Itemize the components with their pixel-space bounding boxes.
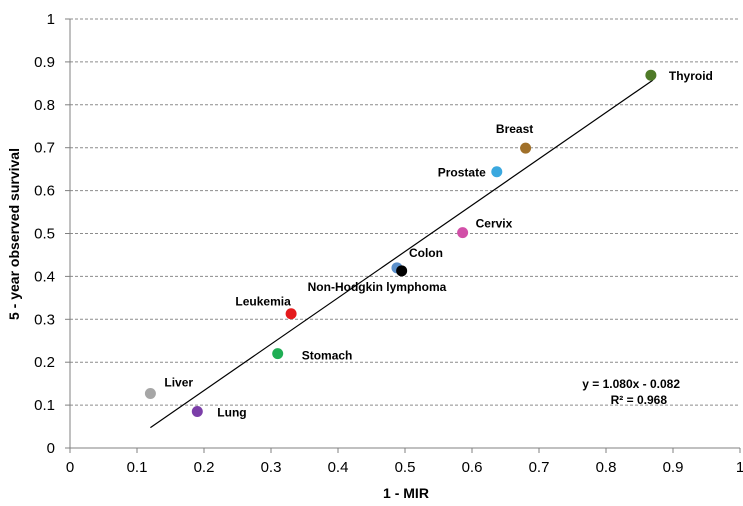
point-prostate xyxy=(491,166,503,178)
label-colon: Colon xyxy=(409,246,443,260)
trendline-group xyxy=(150,79,654,429)
x-tick-label: 0.1 xyxy=(127,459,148,476)
y-tick-label: 0.3 xyxy=(34,311,55,328)
x-tick-label: 1 xyxy=(736,459,743,476)
point-stomach xyxy=(272,348,284,360)
point-non-hodgkin-lymphoma xyxy=(396,265,408,277)
x-tick-label: 0.5 xyxy=(395,459,416,476)
y-tick-label: 0.8 xyxy=(34,97,55,114)
y-axis-title: 5 - year observed survival xyxy=(6,148,22,320)
label-lung: Lung xyxy=(217,406,246,420)
label-thyroid: Thyroid xyxy=(669,69,713,83)
y-tick-label: 0.4 xyxy=(34,268,55,285)
label-leukemia: Leukemia xyxy=(235,295,291,309)
point-lung xyxy=(191,406,203,418)
x-tick-labels: 0 0.1 0.2 0.3 0.4 0.5 0.6 0.7 0.8 0.9 1 xyxy=(66,459,743,476)
point-thyroid xyxy=(645,69,657,81)
point-leukemia xyxy=(285,308,297,320)
x-tick-label: 0 xyxy=(66,459,74,476)
trendline xyxy=(150,79,654,429)
y-tick-labels: 0 0.1 0.2 0.3 0.4 0.5 0.6 0.7 0.8 0.9 1 xyxy=(34,11,55,457)
label-cervix: Cervix xyxy=(476,217,513,231)
x-tick-label: 0.6 xyxy=(462,459,483,476)
y-tick-label: 0.2 xyxy=(34,354,55,371)
point-breast xyxy=(520,142,532,154)
label-stomach: Stomach xyxy=(302,349,353,363)
x-axis-title: 1 - MIR xyxy=(383,485,429,501)
x-tick-label: 0.3 xyxy=(261,459,282,476)
label-prostate: Prostate xyxy=(438,166,486,180)
r-squared: R² = 0.968 xyxy=(611,393,668,407)
y-tick-label: 0 xyxy=(47,440,55,457)
y-tick-label: 0.7 xyxy=(34,140,55,157)
x-tick-label: 0.8 xyxy=(596,459,617,476)
y-tick-label: 1 xyxy=(47,11,55,28)
y-tick-label: 0.1 xyxy=(34,397,55,414)
y-tick-label: 0.6 xyxy=(34,183,55,200)
x-tick-label: 0.7 xyxy=(529,459,550,476)
label-breast: Breast xyxy=(496,122,533,136)
point-cervix xyxy=(457,227,469,239)
gridlines xyxy=(70,18,740,406)
label-non-hodgkin-lymphoma: Non-Hodgkin lymphoma xyxy=(308,280,447,294)
data-points xyxy=(144,69,657,418)
x-tick-label: 0.2 xyxy=(194,459,215,476)
x-tick-label: 0.4 xyxy=(328,459,349,476)
trendline-equation: y = 1.080x - 0.082 xyxy=(582,377,680,391)
y-tick-label: 0.5 xyxy=(34,226,55,243)
point-liver xyxy=(144,388,156,400)
axes xyxy=(65,18,741,453)
x-tick-label: 0.9 xyxy=(663,459,684,476)
point-labels: Thyroid Breast Prostate Cervix Colon Non-Hodg… xyxy=(164,69,712,419)
y-tick-label: 0.9 xyxy=(34,54,55,71)
label-liver: Liver xyxy=(164,376,193,390)
